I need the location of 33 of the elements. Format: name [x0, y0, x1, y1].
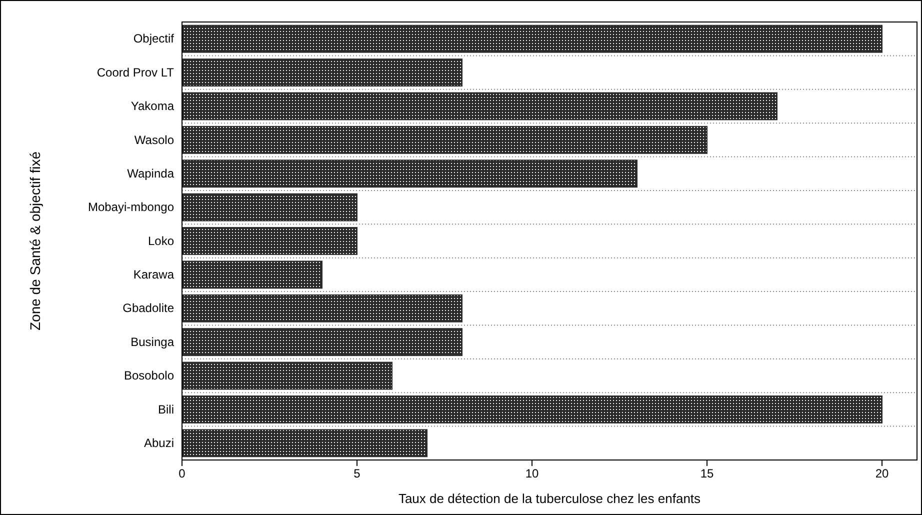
- y-tick-label: Loko: [148, 234, 174, 248]
- y-axis-title: Zone de Santé & objectif fixé: [27, 151, 43, 330]
- bar: [182, 126, 708, 154]
- y-tick-label: Wapinda: [127, 166, 174, 180]
- bar: [182, 429, 428, 458]
- bar: [182, 362, 392, 390]
- bar: [182, 160, 638, 188]
- bar: [182, 395, 882, 424]
- bar: [182, 227, 358, 255]
- y-tick-label: Mobayi-mbongo: [88, 200, 174, 214]
- x-tick-label: 0: [178, 466, 186, 481]
- y-tick-label: Wasolo: [134, 132, 174, 147]
- y-tick-label: Objectif: [133, 32, 175, 46]
- x-tick-label: 10: [525, 466, 539, 481]
- y-tick-label: Gbadolite: [122, 301, 174, 316]
- x-tick-label: 5: [354, 466, 361, 481]
- y-tick-label: Yakoma: [130, 99, 174, 114]
- y-tick-label: Bili: [158, 402, 174, 416]
- x-axis-title: Taux de détection de la tuberculose chez les enfants: [398, 491, 702, 506]
- bar: [182, 294, 462, 322]
- y-tick-label: Karawa: [133, 268, 174, 282]
- bar: [182, 92, 778, 120]
- y-tick-label: Bosobolo: [124, 368, 174, 383]
- bar: [182, 328, 462, 356]
- y-tick-label: Businga: [130, 334, 174, 349]
- bar: [182, 58, 462, 87]
- y-tick-label: Coord Prov LT: [96, 65, 175, 80]
- y-tick-label: Abuzi: [144, 436, 174, 450]
- bar: [182, 193, 358, 222]
- bar: [182, 260, 322, 289]
- x-tick-label: 20: [875, 466, 889, 481]
- bar: [182, 24, 882, 53]
- x-tick-label: 15: [700, 466, 714, 481]
